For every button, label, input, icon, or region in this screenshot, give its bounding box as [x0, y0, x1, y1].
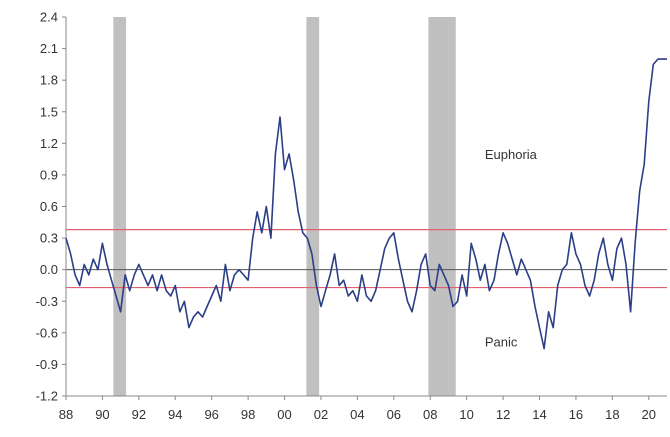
x-tick-label: 06 — [387, 407, 401, 422]
y-tick-label: 2.1 — [40, 41, 58, 56]
x-tick-label: 90 — [95, 407, 109, 422]
x-tick-label: 88 — [59, 407, 73, 422]
y-tick-label: -0.3 — [36, 294, 58, 309]
recession-band-2 — [306, 17, 320, 396]
series-line-1 — [65, 58, 667, 350]
x-tick-label: 14 — [532, 407, 546, 422]
y-tick-label: 0.0 — [40, 262, 58, 277]
axes: 2.4 2.1 1.8 1.5 1.2 0.9 0.6 0.3 0.0 -0.3 -0.6 -0.9 -… — [36, 10, 667, 422]
x-tick-label: 18 — [605, 407, 619, 422]
recession-bands — [113, 17, 456, 396]
recession-band-3 — [428, 17, 456, 396]
x-tick-label: 20 — [642, 407, 656, 422]
x-tick-label: 98 — [241, 407, 255, 422]
annotation-panic: Panic — [485, 335, 518, 350]
y-tick-label: 0.6 — [40, 199, 58, 214]
y-tick-label: -0.6 — [36, 325, 58, 340]
reference-lines — [66, 229, 667, 289]
x-tick-label: 96 — [204, 407, 218, 422]
y-tick-label: 0.3 — [40, 231, 58, 246]
x-tick-label: 16 — [569, 407, 583, 422]
x-tick-label: 04 — [350, 407, 364, 422]
x-tick-label: 00 — [277, 407, 291, 422]
x-tick-label: 92 — [132, 407, 146, 422]
y-tick-label: 1.5 — [40, 104, 58, 119]
x-tick-label: 10 — [459, 407, 473, 422]
annotation-euphoria: Euphoria — [485, 147, 538, 162]
y-tick-label: 1.2 — [40, 136, 58, 151]
y-tick-label: -1.2 — [36, 389, 58, 404]
y-tick-label: 1.8 — [40, 73, 58, 88]
annotations: Euphoria Panic — [485, 147, 538, 349]
x-tick-label: 08 — [423, 407, 437, 422]
y-tick-label: 0.9 — [40, 167, 58, 182]
y-tick-label: 2.4 — [40, 10, 58, 25]
y-tick-label: -0.9 — [36, 357, 58, 372]
recession-band-1 — [113, 17, 127, 396]
x-tick-label: 02 — [314, 407, 328, 422]
x-tick-label: 12 — [496, 407, 510, 422]
series-layer — [65, 58, 667, 350]
x-tick-label: 94 — [168, 407, 182, 422]
